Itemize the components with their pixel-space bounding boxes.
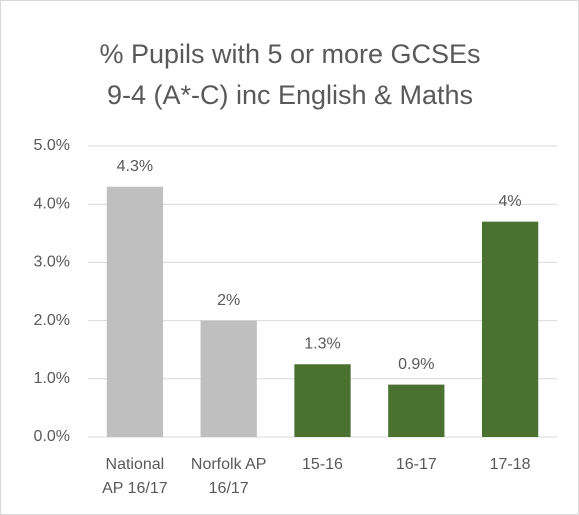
chart-subtitle: 9-4 (A*-C) inc English & Maths [107, 80, 473, 110]
y-tick-label: 0.0% [34, 428, 70, 445]
y-tick-label: 4.0% [34, 195, 70, 212]
bar [388, 384, 445, 437]
y-tick-label: 2.0% [34, 312, 70, 329]
data-label: 2% [217, 292, 240, 309]
x-tick-label: 16-17 [395, 456, 437, 473]
x-tick-label: Norfolk AP 16/17 [190, 456, 267, 497]
data-label: 4.3% [117, 158, 153, 175]
bar [106, 186, 164, 437]
data-label: 4% [499, 193, 522, 210]
y-tick-label: 5.0% [34, 137, 70, 154]
chart-title: % Pupils with 5 or more GCSEs [99, 39, 480, 69]
data-label: 1.3% [304, 335, 340, 352]
y-tick-label: 3.0% [34, 254, 70, 271]
y-tick-label: 1.0% [34, 370, 70, 387]
x-tick-label: 17-18 [489, 456, 531, 473]
bar [200, 320, 257, 437]
bar [294, 364, 351, 437]
x-tick-label: 15-16 [302, 456, 343, 473]
bar [481, 221, 539, 437]
x-tick-label: National AP 16/17 [102, 456, 168, 497]
data-label: 0.9% [398, 356, 434, 373]
